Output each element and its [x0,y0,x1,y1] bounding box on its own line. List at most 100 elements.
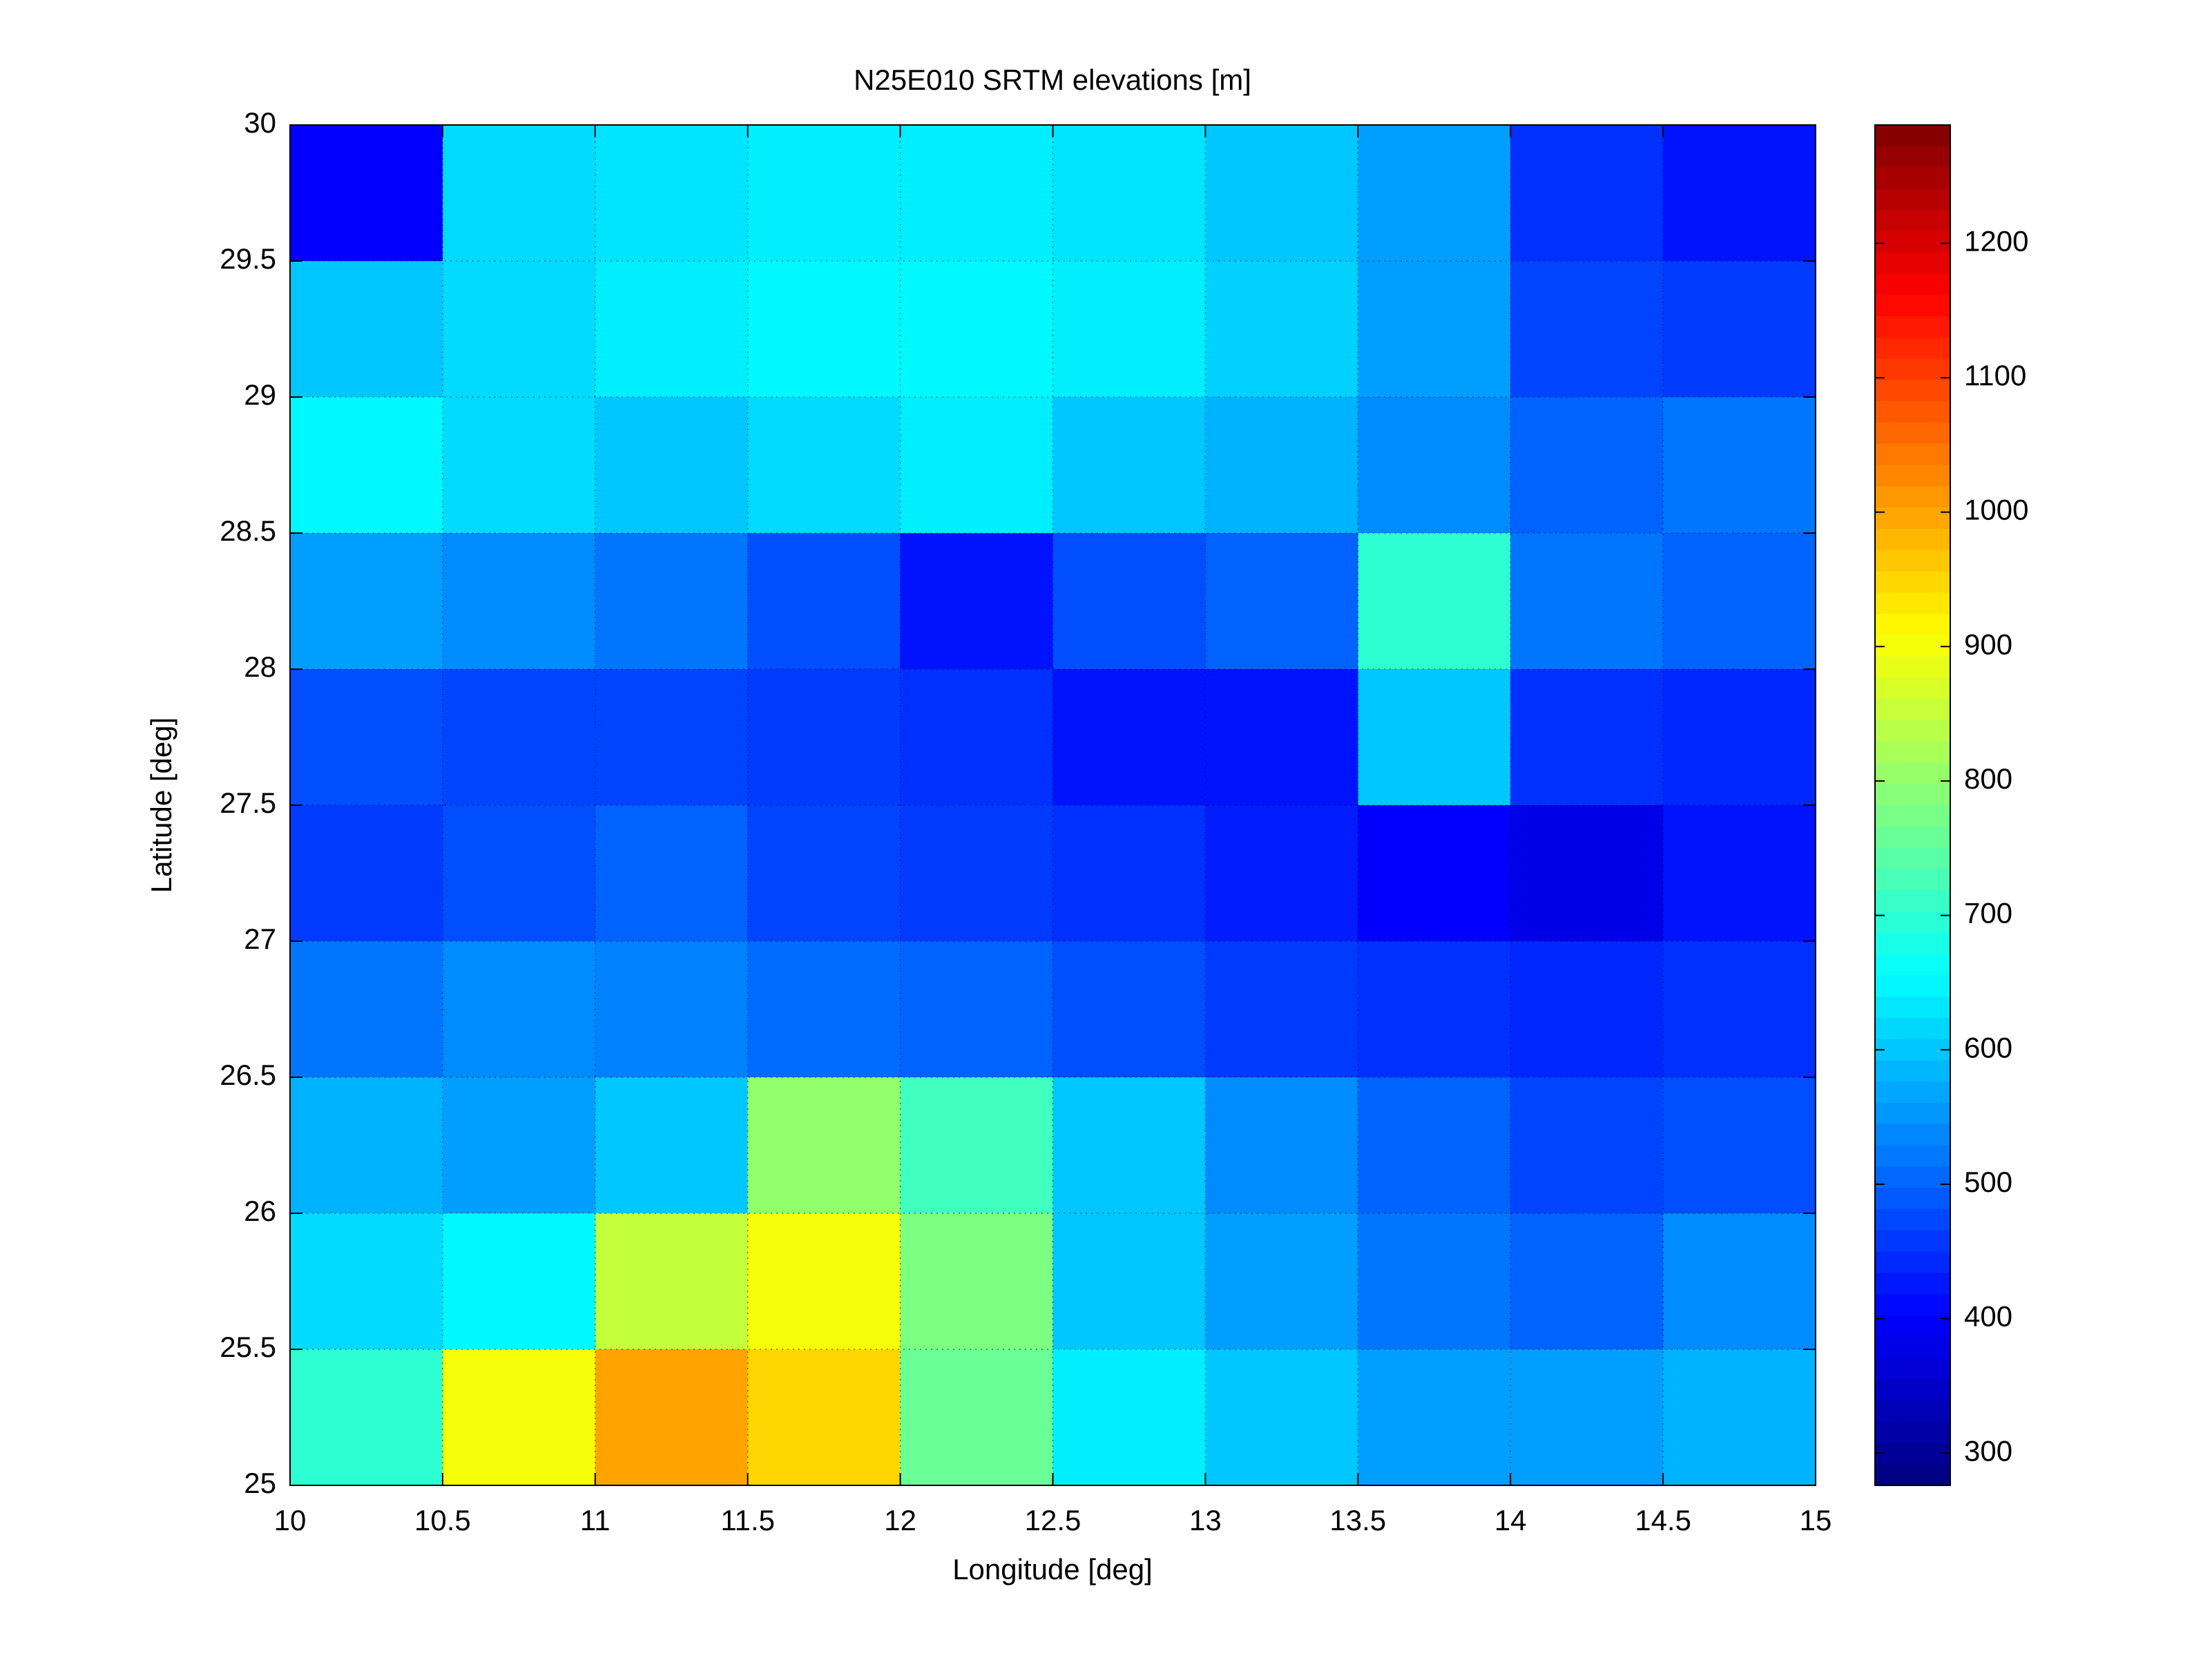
colorbar-swatch [1875,146,1950,168]
colorbar-tick-label: 500 [1964,1166,2012,1198]
heatmap-cell [900,533,1053,670]
heatmap-cell [747,1349,901,1486]
colorbar-swatch [1875,1400,1950,1423]
colorbar-swatch [1875,422,1950,445]
colorbar-tick-label: 700 [1964,897,2012,929]
colorbar-swatch [1875,635,1950,657]
heatmap-cell [595,941,749,1078]
colorbar-swatch [1875,1421,1950,1444]
heatmap-cell [1052,533,1206,670]
heatmap-cell [1663,533,1816,670]
heatmap-cell [442,397,596,534]
heatmap-cell [1358,941,1511,1078]
heatmap-cell [442,533,596,670]
colorbar-swatch [1875,1336,1950,1358]
colorbar-swatch [1875,699,1950,721]
colorbar-swatch [1875,890,1950,912]
x-tick-label: 11 [580,1504,610,1536]
colorbar-swatch [1875,1124,1950,1146]
colorbar-swatch [1875,720,1950,742]
heatmap-cell [900,669,1053,806]
colorbar-frame [1874,124,1951,1486]
heatmap-cell [1663,261,1816,398]
heatmap-cell [747,125,901,262]
y-axis-label: Latitude [deg] [145,717,177,894]
heatmap-cell [747,1077,901,1214]
colorbar-swatch [1875,550,1950,572]
heatmap-cell [1510,397,1664,534]
x-tick-label: 13.5 [1329,1504,1386,1536]
heatmap-cell [290,941,443,1078]
heatmap-cell [1358,1077,1511,1214]
heatmap-cell [1510,533,1664,670]
heatmap-cell [290,1213,443,1350]
colorbar-swatch [1875,1188,1950,1210]
heatmap-cell [747,397,901,534]
colorbar-swatch [1875,1230,1950,1253]
heatmap-cell [1052,397,1206,534]
colorbar-swatch [1875,869,1950,891]
colorbar-swatch [1875,295,1950,317]
heatmap-cell [900,261,1053,398]
colorbar-swatch [1875,1039,1950,1061]
colorbar-swatch [1875,125,1950,147]
heatmap-cell [1510,1213,1664,1350]
heatmap-cell [747,669,901,806]
colorbar-swatch [1875,954,1950,976]
heatmap-cell [1052,125,1206,262]
heatmap-cell [1663,1077,1816,1214]
y-tick-label: 30 [244,106,276,139]
colorbar-swatch [1875,189,1950,211]
heatmap-cell [1052,261,1206,398]
y-tick-label: 28 [244,650,276,683]
heatmap-cell [900,805,1053,942]
heatmap-cell [1205,261,1358,398]
heatmap-cell [442,125,596,262]
heatmap-cell [1663,125,1816,262]
colorbar-swatch [1875,1273,1950,1295]
heatmap-cell [1358,669,1511,806]
heatmap-cell [1510,941,1664,1078]
colorbar-swatch [1875,210,1950,232]
heatmap-cell [1663,805,1816,942]
heatmap-cell [595,125,749,262]
y-tick-label: 25.5 [220,1331,276,1363]
heatmap-cell [1205,941,1358,1078]
heatmap-cell [290,533,443,670]
heatmap-cell [1205,1213,1358,1350]
colorbar-swatch [1875,1293,1950,1316]
y-tick-label: 26 [244,1195,276,1227]
heatmap-cell [1358,397,1511,534]
y-tick-label: 29.5 [220,242,276,275]
heatmap-cell [747,941,901,1078]
colorbar-swatch [1875,252,1950,275]
colorbar-tick-label: 1200 [1964,224,2028,257]
heatmap-cell [1510,805,1664,942]
heatmap-cell [1052,941,1206,1078]
chart-title: N25E010 SRTM elevations [m] [854,64,1251,96]
heatmap-cell [290,1077,443,1214]
heatmap-cell [1358,261,1511,398]
heatmap-cell [595,261,749,398]
colorbar-swatch [1875,401,1950,423]
colorbar-swatch [1875,996,1950,1019]
heatmap-cell [1358,1213,1511,1350]
colorbar-swatch [1875,1166,1950,1188]
heatmap-cell [1205,1349,1358,1486]
colorbar-tick-label: 300 [1964,1434,2012,1467]
heatmap-cell [900,1213,1053,1350]
heatmap-cell [1052,1349,1206,1486]
heatmap-cell [1663,941,1816,1078]
colorbar-swatch [1875,592,1950,615]
colorbar-swatch [1875,613,1950,636]
heatmap-cell [1663,1213,1816,1350]
colorbar-swatch [1875,741,1950,764]
x-axis-label: Longitude [deg] [952,1553,1153,1585]
colorbar-swatch [1875,762,1950,784]
heatmap-cell [1510,1349,1664,1486]
colorbar-swatch [1875,1315,1950,1338]
heatmap-cell [595,669,749,806]
heatmap-cell [1052,669,1206,806]
heatmap-cell [1205,125,1358,262]
